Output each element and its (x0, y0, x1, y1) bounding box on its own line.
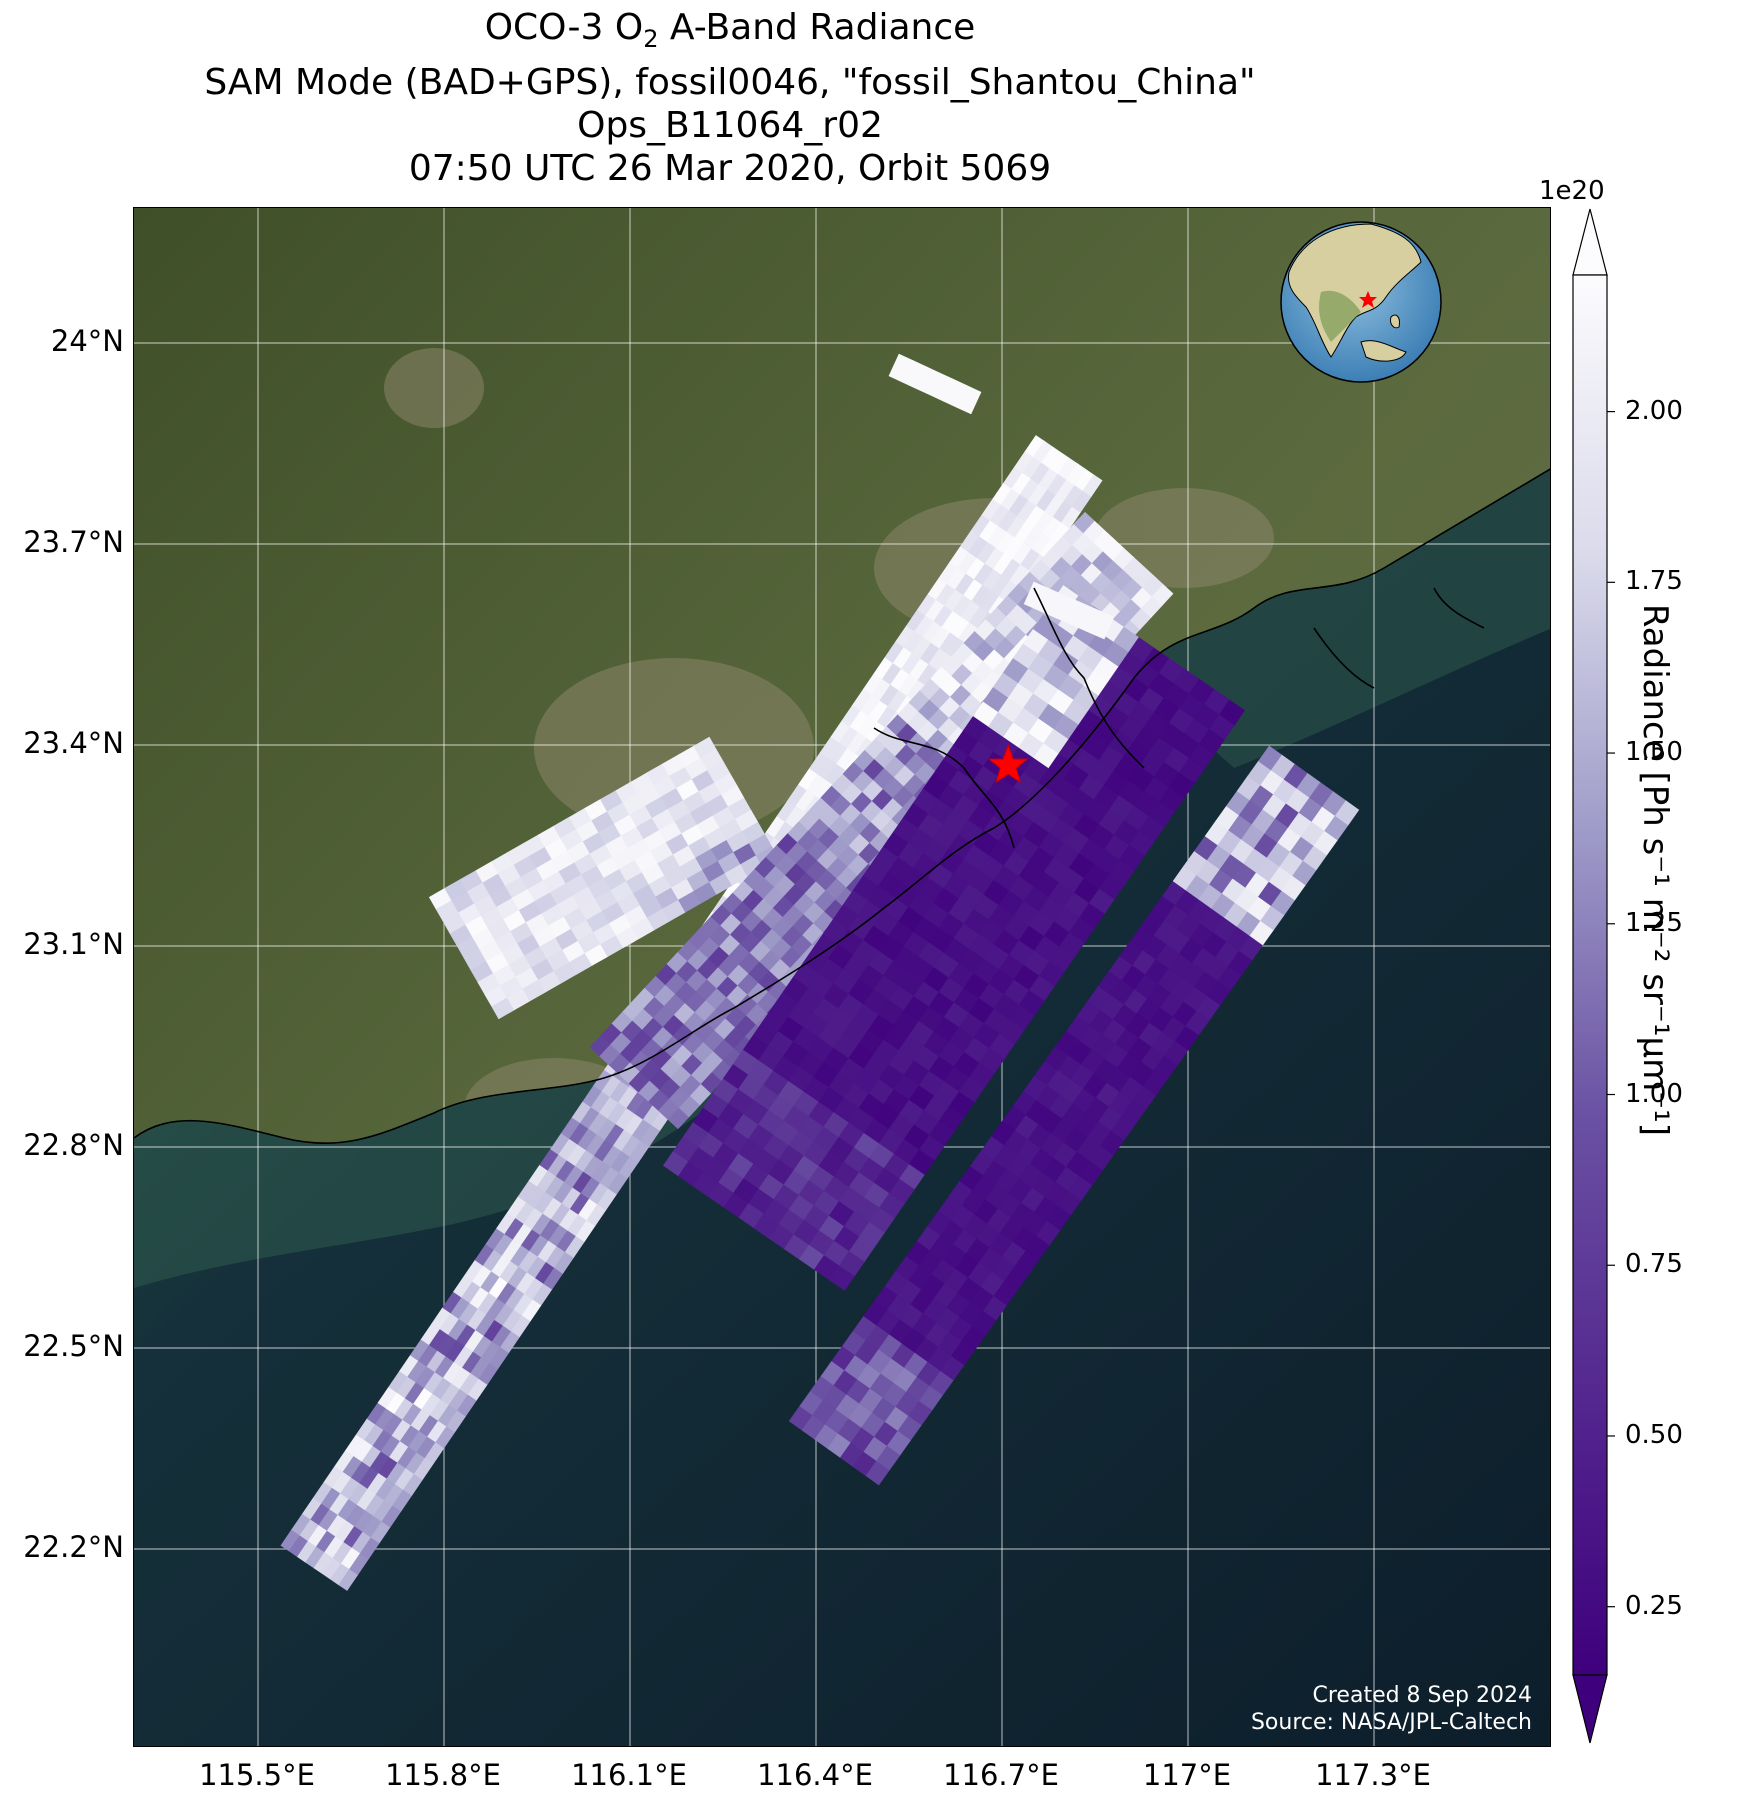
swath-northwest (428, 736, 780, 1020)
globe-landmass-islands (1360, 314, 1407, 362)
colorbar-extend-bottom (1572, 1674, 1608, 1744)
colorbar-exponent: 1e20 (1539, 176, 1605, 206)
lat-tick-label: 24°N (50, 324, 124, 358)
map-svg (134, 208, 1550, 1746)
lon-tick-label: 117°E (1142, 1758, 1232, 1792)
globe-landmass (1287, 223, 1422, 358)
title-line-1-text-end: A-Band Radiance (658, 7, 976, 48)
colorbar (1572, 208, 1615, 1744)
colorbar-tick-label: 2.00 (1625, 395, 1683, 426)
radiance-pixel (1082, 474, 1103, 497)
colorbar-extend-top (1572, 208, 1608, 276)
title-line-1: OCO-3 O2 A-Band Radiance (0, 6, 1460, 61)
lat-tick-label: 23.7°N (23, 525, 124, 559)
map-footer: Created 8 Sep 2024 Source: NASA/JPL-Calt… (1251, 1682, 1532, 1736)
coastline (134, 468, 1550, 1145)
globe-vegetation (1319, 290, 1361, 342)
radiance-pixel (1219, 699, 1246, 726)
map-panel[interactable]: Created 8 Sep 2024 Source: NASA/JPL-Calt… (133, 207, 1551, 1747)
lat-tick-label: 23.1°N (23, 927, 124, 961)
colorbar-tick-label: 1.75 (1625, 566, 1683, 597)
colorbar-tick-label: 1.25 (1625, 907, 1683, 938)
radiance-pixel (1151, 584, 1174, 607)
created-date: Created 8 Sep 2024 (1312, 1683, 1533, 1708)
title-line-1-text: OCO-3 O (484, 7, 644, 48)
target-star-marker[interactable] (987, 743, 1029, 784)
coastal-water (134, 818, 1014, 1288)
lat-tick-label: 22.2°N (23, 1530, 124, 1564)
colorbar-tick-label: 1.50 (1625, 737, 1683, 768)
colorbar-tick-label: 0.50 (1625, 1419, 1683, 1450)
colorbar-tick-label: 0.75 (1625, 1249, 1683, 1280)
radiance-pixel (1334, 800, 1360, 826)
globe-inset (1280, 221, 1442, 383)
swath-sea-central (662, 585, 1246, 1291)
lat-tick-label: 22.8°N (23, 1128, 124, 1162)
colorbar-label-text: Radiance [Ph s⁻¹ m⁻² sr⁻¹μm⁻¹] (1635, 603, 1675, 1137)
lat-tick-label: 23.4°N (23, 726, 124, 760)
lon-tick-label: 115.8°E (385, 1758, 501, 1792)
colorbar-gradient (1572, 274, 1608, 1676)
swath-fragment-north (1023, 581, 1115, 640)
lat-tick-label: 22.5°N (23, 1329, 124, 1363)
lon-tick-label: 116.1°E (571, 1758, 687, 1792)
swath-fragment-top (888, 353, 982, 415)
source-credit: Source: NASA/JPL-Caltech (1250, 1710, 1532, 1735)
colorbar-tick-label: 0.25 (1625, 1590, 1683, 1621)
colorbar-tick-label: 1.00 (1625, 1078, 1683, 1109)
lon-tick-label: 116.7°E (943, 1758, 1059, 1792)
title-line-2: SAM Mode (BAD+GPS), fossil0046, "fossil_… (204, 62, 1256, 104)
lon-tick-label: 117.3°E (1315, 1758, 1431, 1792)
radiance-pixel (1090, 621, 1110, 640)
lon-tick-label: 115.5°E (199, 1758, 315, 1792)
swath-sea-east (788, 745, 1360, 1486)
globe-target-star (1359, 291, 1377, 308)
title-line-4: 07:50 UTC 26 Mar 2020, Orbit 5069 (408, 148, 1052, 190)
figure-title: OCO-3 O2 A-Band Radiance SAM Mode (BAD+G… (0, 6, 1460, 190)
radiance-swaths (280, 353, 1360, 1591)
title-subscript: 2 (643, 25, 659, 54)
colorbar-tick-marks (1607, 410, 1615, 1608)
lon-tick-label: 116.4°E (757, 1758, 873, 1792)
title-line-3: Ops_B11064_r02 (577, 105, 883, 147)
radiance-pixel (956, 396, 977, 415)
